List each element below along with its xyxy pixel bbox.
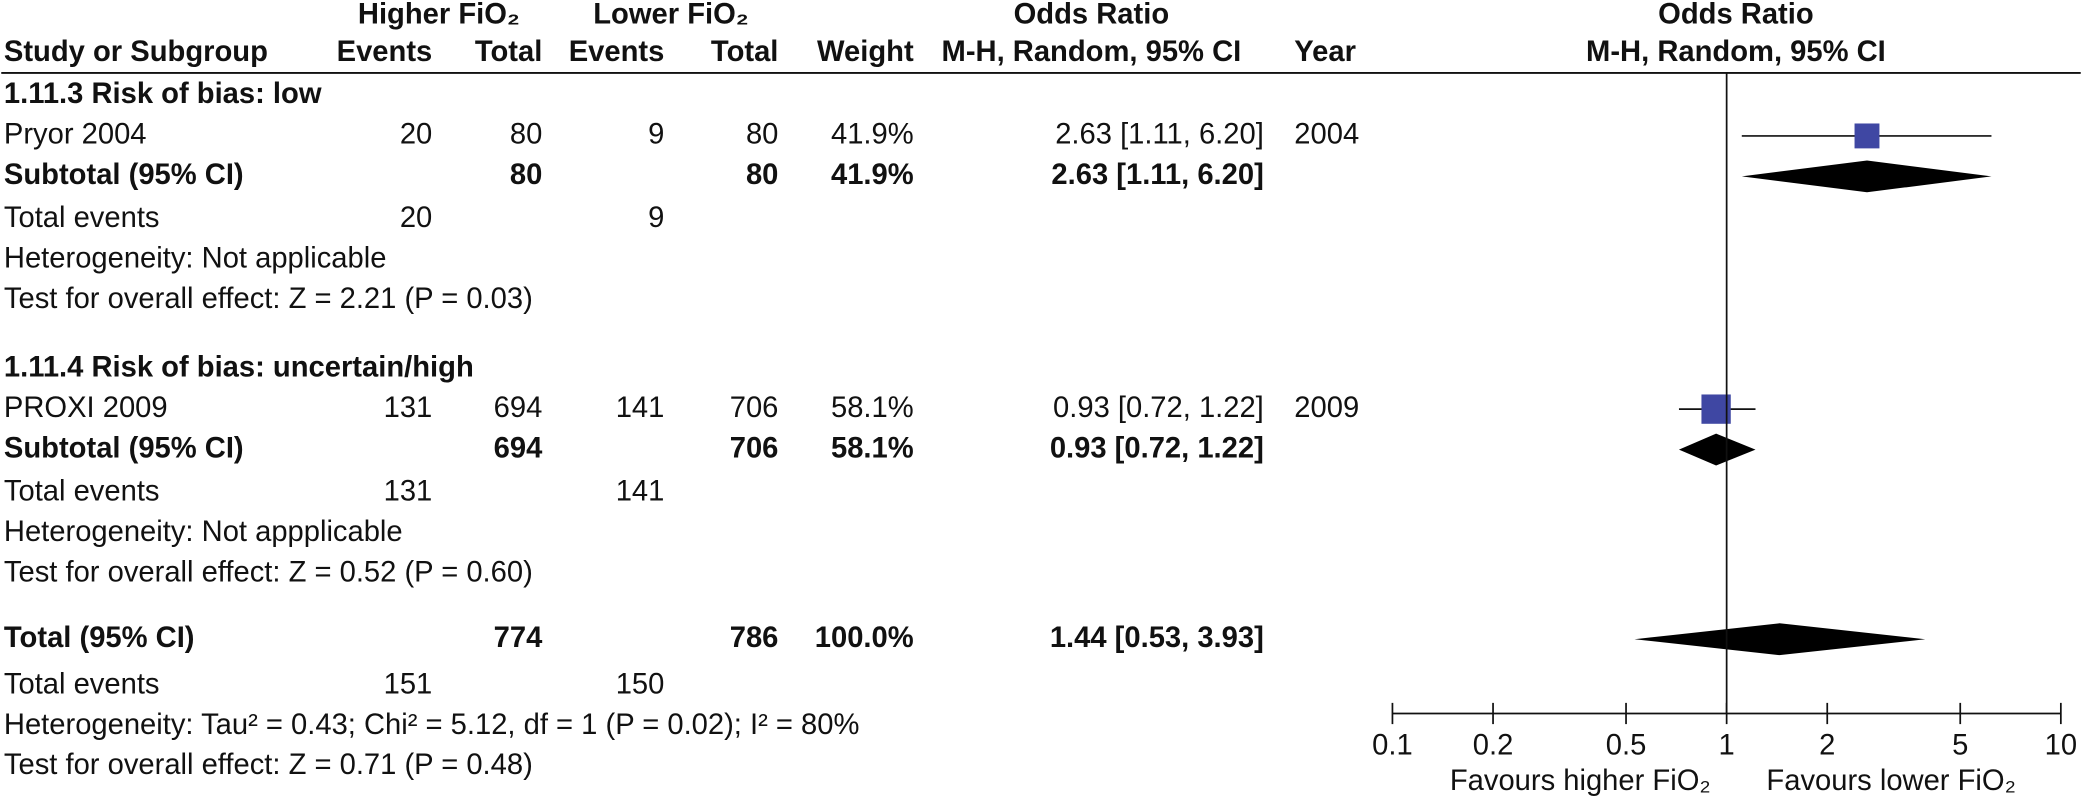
cell-weight: 58.1% [831,432,914,464]
cell-total-higher: 694 [494,392,543,424]
x-tick-label: 2 [1819,729,1835,761]
subtotal-label: Subtotal (95% CI) [4,432,244,464]
header: Lower FiO₂ [593,0,749,31]
cell-total-higher: 694 [494,432,543,464]
cell-odds-ratio: 1.44 [0.53, 3.93] [1050,622,1264,654]
header: Total [711,36,778,68]
total-label: Total (95% CI) [4,622,195,654]
heterogeneity: Heterogeneity: Not appplicable [4,516,403,548]
cell-year: 2009 [1294,392,1359,424]
cell-odds-ratio: 2.63 [1.11, 6.20] [1055,119,1264,151]
cell-weight: 100.0% [815,622,914,654]
subtotal-label: Subtotal (95% CI) [4,159,244,191]
header: Events [569,36,665,68]
cell-events-higher: 131 [384,475,433,507]
header: Odds Ratio [1014,0,1170,31]
header: Weight [817,36,914,68]
header: M-H, Random, 95% CI [1586,36,1886,68]
x-tick-label: 10 [2045,729,2077,761]
cell-events-higher: 20 [400,202,432,234]
cell-odds-ratio: 0.93 [0.72, 1.22] [1050,432,1264,464]
cell-weight: 41.9% [831,119,914,151]
x-tick-label: 1 [1719,729,1735,761]
heterogeneity: Heterogeneity: Not applicable [4,243,387,275]
cell-total-lower: 80 [746,159,778,191]
cell-events-higher: 151 [384,668,433,700]
total-events-label: Total events [4,668,160,700]
subgroup-title: 1.11.3 Risk of bias: low [4,78,322,110]
cell-events-lower: 141 [616,475,665,507]
favours-right: Favours lower FiO₂ [1766,765,2015,797]
cell-total-higher: 80 [510,119,542,151]
cell-events-lower: 141 [616,392,665,424]
total-events-label: Total events [4,202,160,234]
header: Odds Ratio [1658,0,1814,31]
cell-weight: 41.9% [831,159,914,191]
study-square [1854,123,1880,149]
cell-total-higher: 774 [494,622,543,654]
cell-total-lower: 706 [730,432,779,464]
overall-effect: Test for overall effect: Z = 2.21 (P = 0… [4,283,533,315]
total-events-label: Total events [4,475,160,507]
x-tick-label: 0.5 [1606,729,1647,761]
header: Study or Subgroup [4,36,268,68]
cell-events-lower: 9 [648,119,664,151]
overall-effect: Test for overall effect: Z = 0.52 (P = 0… [4,556,533,588]
cell-events-higher: 20 [400,119,432,151]
cell-events-lower: 9 [648,202,664,234]
header: M-H, Random, 95% CI [942,36,1242,68]
x-tick-label: 0.1 [1372,729,1413,761]
cell-odds-ratio: 2.63 [1.11, 6.20] [1051,159,1263,191]
study-name: PROXI 2009 [4,392,168,424]
header: Total [475,36,542,68]
cell-total-higher: 80 [510,159,542,191]
overall-effect: Test for overall effect: Z = 0.71 (P = 0… [4,749,533,781]
subgroup-title: 1.11.4 Risk of bias: uncertain/high [4,351,474,383]
favours-left: Favours higher FiO₂ [1450,765,1711,797]
summary-diamond [1678,433,1756,466]
heterogeneity: Heterogeneity: Tau² = 0.43; Chi² = 5.12,… [4,709,860,741]
cell-total-lower: 80 [746,119,778,151]
x-tick-label: 5 [1952,729,1968,761]
summary-diamond [1741,160,1992,193]
header: Events [337,36,433,68]
cell-odds-ratio: 0.93 [0.72, 1.22] [1053,392,1264,424]
cell-weight: 58.1% [831,392,914,424]
x-tick-label: 0.2 [1473,729,1514,761]
summary-diamond [1634,623,1926,656]
study-name: Pryor 2004 [4,119,147,151]
cell-events-higher: 131 [384,392,433,424]
cell-year: 2004 [1294,119,1359,151]
cell-events-lower: 150 [616,668,665,700]
cell-total-lower: 786 [730,622,779,654]
header: Higher FiO₂ [358,0,520,31]
cell-total-lower: 706 [730,392,779,424]
header: Year [1294,36,1356,68]
